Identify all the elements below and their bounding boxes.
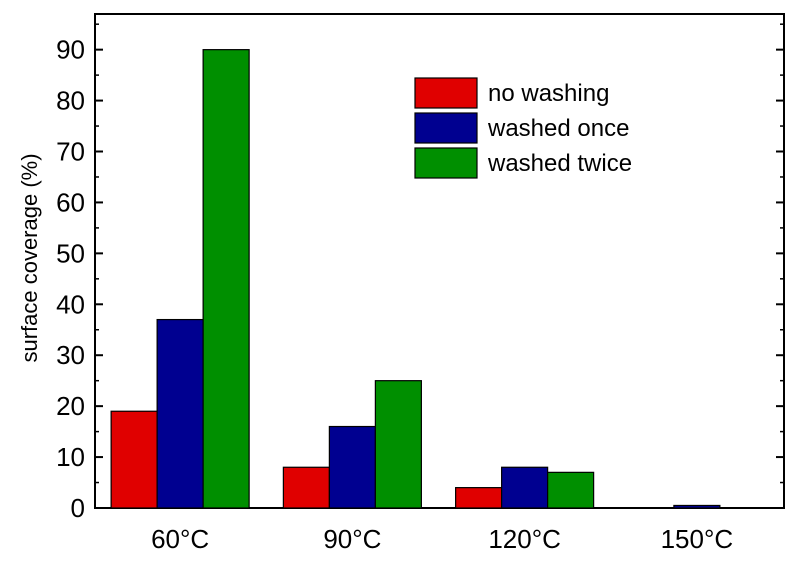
legend-label: washed twice	[487, 150, 632, 177]
y-tick-label: 40	[56, 289, 85, 319]
x-tick-label: 150°C	[661, 524, 734, 554]
bar-no-washing-1	[282, 466, 330, 509]
x-axis: 60°C 90°C 120°C 150°C	[151, 524, 733, 554]
y-tick-label: 0	[71, 493, 85, 523]
bar-washed-twice-2	[547, 471, 595, 509]
bar-no-washing-0	[110, 410, 158, 509]
x-tick-label: 120°C	[488, 524, 561, 554]
legend-swatch-no-washing	[414, 77, 478, 109]
y-tick-label: 80	[56, 86, 85, 116]
y-tick-label: 10	[56, 442, 85, 472]
y-tick-label: 20	[56, 391, 85, 421]
bar-washed-once-3	[673, 504, 721, 509]
legend-label: washed once	[487, 115, 629, 142]
y-tick-label: 60	[56, 187, 85, 217]
y-tick-label: 50	[56, 238, 85, 268]
plot-area	[94, 13, 785, 509]
legend: no washing washed once washed twice	[414, 77, 632, 179]
y-tick-label: 30	[56, 340, 85, 370]
plot-frame	[94, 13, 785, 509]
bar-washed-once-0	[156, 318, 204, 509]
y-axis: 0 10 20 30 40 50 60 70 80 90	[56, 23, 784, 523]
bar-washed-twice-0	[202, 49, 250, 509]
bars	[110, 49, 721, 509]
y-tick-label: 90	[56, 35, 85, 65]
legend-swatch-washed-once	[414, 112, 478, 144]
legend-swatch-washed-twice	[414, 147, 478, 179]
bar-washed-once-1	[328, 425, 376, 509]
y-axis-title: surface coverage (%)	[17, 153, 42, 362]
bar-washed-twice-1	[374, 380, 422, 509]
bar-washed-once-2	[501, 466, 549, 509]
y-tick-label: 70	[56, 137, 85, 167]
x-tick-label: 90°C	[323, 524, 381, 554]
legend-label: no washing	[488, 80, 609, 107]
bar-no-washing-2	[455, 487, 503, 509]
x-tick-label: 60°C	[151, 524, 209, 554]
